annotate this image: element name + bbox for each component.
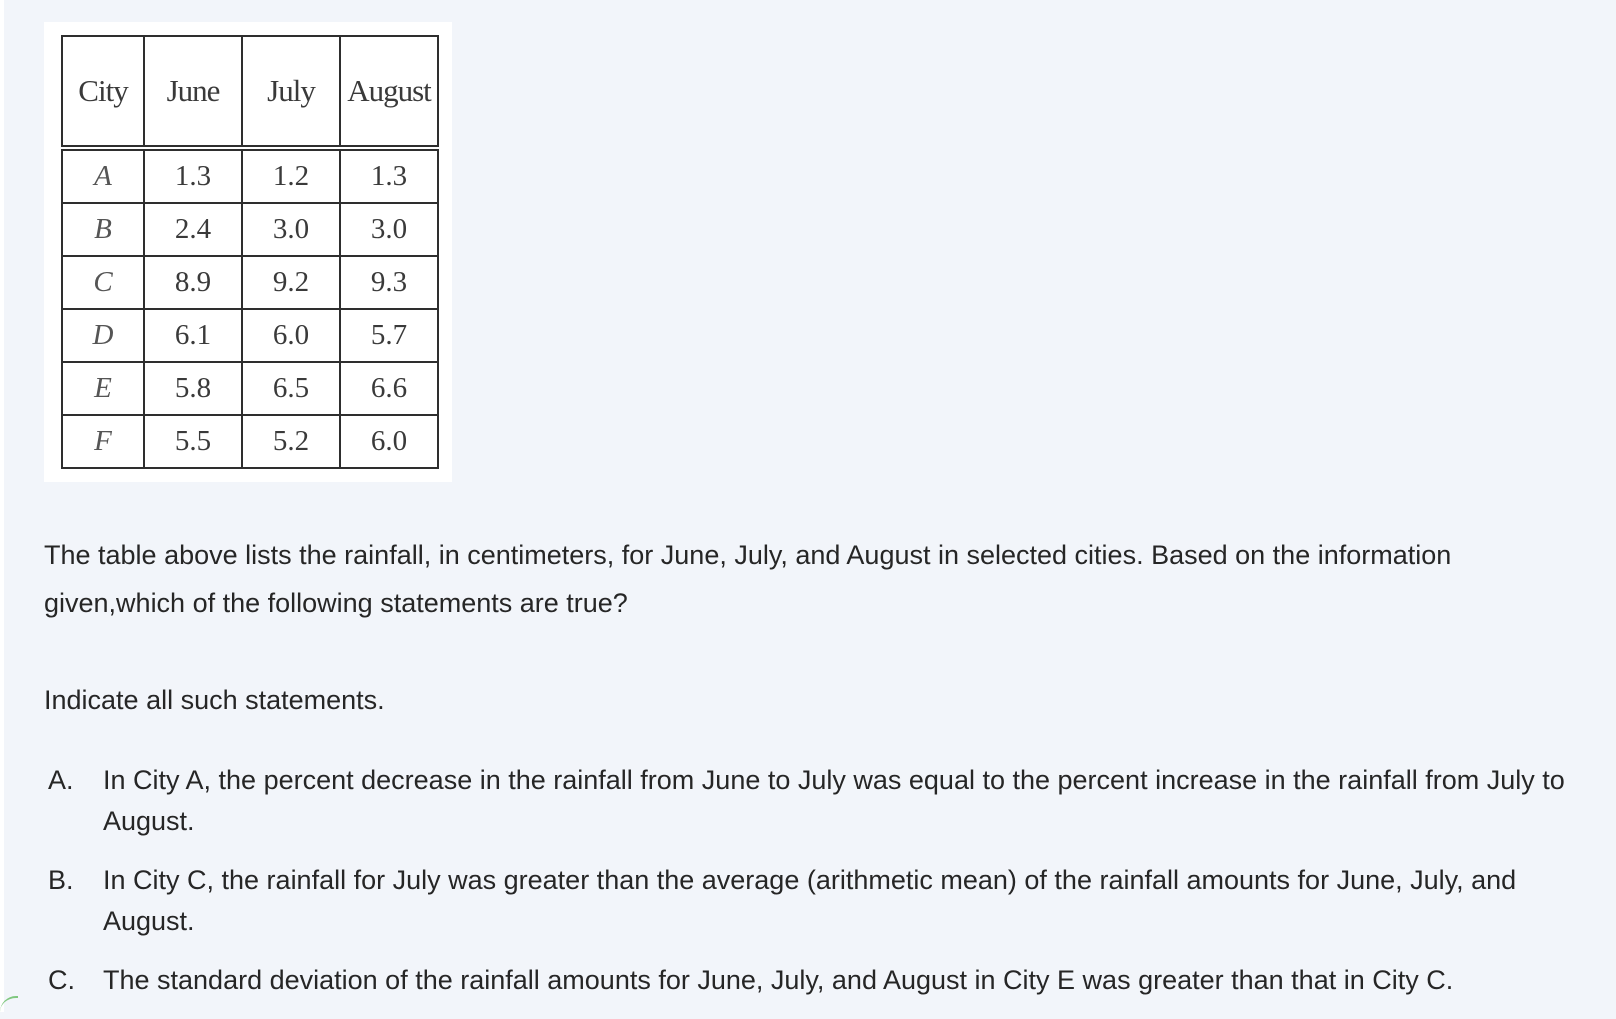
- option-b[interactable]: B. In City C, the rainfall for July was …: [48, 860, 1608, 942]
- cell-august: 5.7: [339, 308, 439, 363]
- table-row: A 1.3 1.2 1.3: [61, 147, 439, 204]
- cell-august: 9.3: [339, 255, 439, 310]
- table-row: C 8.9 9.2 9.3: [61, 255, 439, 310]
- cell-july: 9.2: [241, 255, 341, 310]
- cell-june: 8.9: [143, 255, 243, 310]
- header-city: City: [61, 35, 145, 151]
- header-june: June: [143, 35, 243, 151]
- corner-decoration: [0, 996, 18, 1012]
- header-july: July: [241, 35, 341, 151]
- rainfall-table-image: City June July August A 1.3 1.2 1.3 B 2.…: [44, 22, 452, 482]
- cell-june: 5.8: [143, 361, 243, 416]
- cell-june: 6.1: [143, 308, 243, 363]
- option-text: In City C, the rainfall for July was gre…: [103, 865, 1517, 936]
- table-header-row: City June July August: [61, 35, 439, 151]
- cell-august: 6.0: [339, 414, 439, 469]
- answer-options: A. In City A, the percent decrease in th…: [48, 760, 1608, 1019]
- option-a[interactable]: A. In City A, the percent decrease in th…: [48, 760, 1608, 842]
- table-row: E 5.8 6.5 6.6: [61, 361, 439, 416]
- option-letter: A.: [48, 765, 74, 795]
- option-text: The standard deviation of the rainfall a…: [103, 965, 1454, 995]
- cell-august: 3.0: [339, 202, 439, 257]
- cell-june: 1.3: [143, 147, 243, 204]
- option-letter: B.: [48, 865, 74, 895]
- cell-august: 6.6: [339, 361, 439, 416]
- cell-city: B: [61, 202, 145, 257]
- table-row: B 2.4 3.0 3.0: [61, 202, 439, 257]
- page-left-edge: [0, 0, 4, 1012]
- cell-city: C: [61, 255, 145, 310]
- option-text: In City A, the percent decrease in the r…: [103, 765, 1565, 836]
- cell-june: 5.5: [143, 414, 243, 469]
- cell-july: 6.5: [241, 361, 341, 416]
- rainfall-table: City June July August A 1.3 1.2 1.3 B 2.…: [61, 35, 439, 469]
- cell-city: F: [61, 414, 145, 469]
- cell-city: E: [61, 361, 145, 416]
- table-row: D 6.1 6.0 5.7: [61, 308, 439, 363]
- cell-july: 5.2: [241, 414, 341, 469]
- instruction-text: Indicate all such statements.: [44, 685, 385, 715]
- cell-city: A: [61, 147, 145, 204]
- cell-august: 1.3: [339, 147, 439, 204]
- table-row: F 5.5 5.2 6.0: [61, 414, 439, 469]
- option-letter: C.: [48, 965, 75, 995]
- cell-july: 3.0: [241, 202, 341, 257]
- cell-city: D: [61, 308, 145, 363]
- cell-june: 2.4: [143, 202, 243, 257]
- option-c[interactable]: C. The standard deviation of the rainfal…: [48, 960, 1608, 1001]
- question-text: The table above lists the rainfall, in c…: [44, 540, 1452, 618]
- cell-july: 1.2: [241, 147, 341, 204]
- header-august: August: [339, 35, 439, 151]
- cell-july: 6.0: [241, 308, 341, 363]
